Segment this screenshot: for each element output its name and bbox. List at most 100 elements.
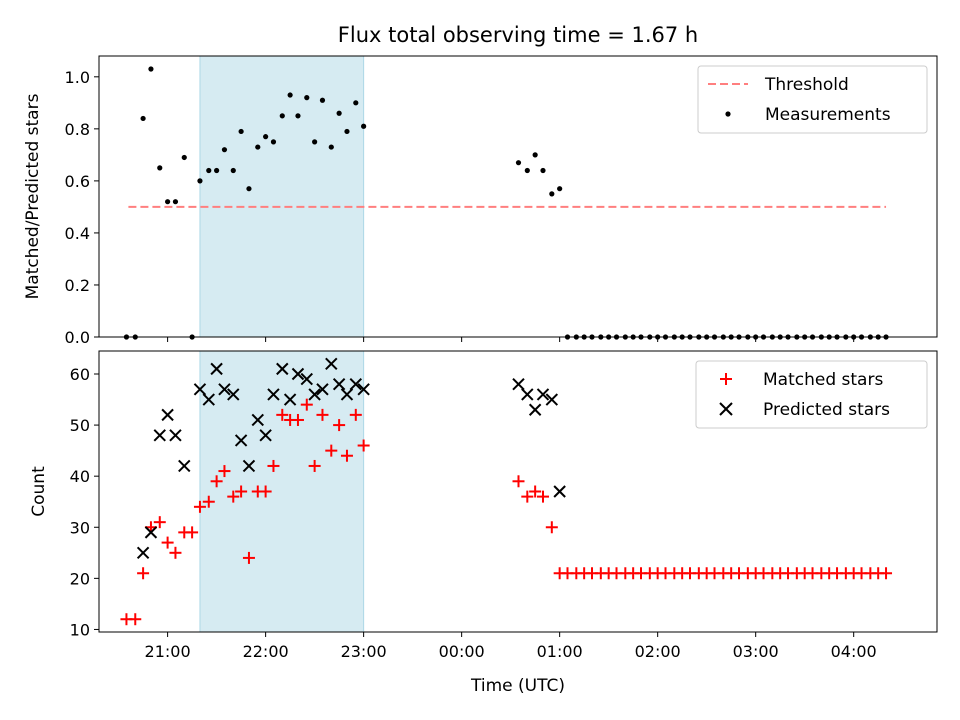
- x-tick-label: 23:00: [341, 642, 387, 661]
- predicted-stars-point: [545, 393, 559, 406]
- predicted-stars-point: [202, 393, 215, 406]
- measurement-point: [221, 147, 228, 153]
- y-ticks-bottom: 10 20 30 40 50 60: [70, 365, 99, 639]
- predicted-stars-point: [161, 408, 174, 422]
- measurement-point: [353, 100, 359, 106]
- legend-bottom: Matched stars Predicted stars: [695, 360, 928, 429]
- x-tick-label: 01:00: [537, 642, 583, 661]
- legend-measurements-label: Measurements: [765, 105, 891, 125]
- panel-ratio: 0.0 0.2 0.4 0.6 0.8 1.0 Matched/Predicted sta…: [23, 55, 938, 347]
- predicted-stars-point: [234, 434, 248, 447]
- shaded-interval-band: [199, 55, 365, 338]
- predicted-stars-point: [178, 459, 191, 473]
- measurement-point: [148, 66, 154, 72]
- legend-measurements-swatch: [725, 111, 731, 117]
- y-tick-label: 0.6: [65, 172, 90, 191]
- matched-stars-point: [300, 398, 313, 411]
- y-tick-label: 60: [70, 365, 90, 384]
- legend-matched-label: Matched stars: [763, 370, 883, 390]
- matched-stars-point: [169, 546, 182, 559]
- measurement-point: [279, 113, 285, 119]
- shaded-interval: [199, 55, 365, 338]
- count-marks: [120, 357, 893, 626]
- measurement-point: [270, 139, 277, 145]
- matched-stars-point: [137, 567, 150, 580]
- measurement-point: [295, 113, 301, 119]
- matched-stars-point: [276, 408, 289, 421]
- matched-stars-point: [267, 459, 280, 472]
- shaded-interval: [199, 350, 365, 633]
- x-tick-label: 22:00: [243, 642, 289, 661]
- predicted-stars-point: [276, 362, 289, 376]
- matched-stars-point: [512, 475, 525, 488]
- measurement-point: [328, 144, 334, 150]
- x-tick-label: 21:00: [145, 642, 191, 661]
- measurement-point: [157, 165, 163, 171]
- measurement-point: [230, 167, 236, 174]
- y-axis-label-top: Matched/Predicted stars: [23, 93, 43, 299]
- measurement-point: [287, 92, 293, 98]
- x-ticks-top: [167, 337, 855, 342]
- measurement-point: [165, 199, 171, 205]
- measurement-point: [181, 154, 187, 161]
- measurement-point: [238, 128, 244, 135]
- shaded-interval-band: [199, 350, 365, 633]
- measurement-point: [549, 191, 555, 197]
- predicted-stars-point: [283, 393, 297, 406]
- matched-stars-point: [210, 475, 223, 488]
- measurement-point: [172, 199, 179, 205]
- matched-stars-point: [235, 485, 248, 498]
- predicted-stars-point: [153, 429, 166, 442]
- chart-title: Flux total observing time = 1.67 h: [338, 23, 698, 47]
- measurement-point: [255, 144, 261, 150]
- x-tick-label: 04:00: [831, 642, 877, 661]
- x-tick-label: 03:00: [733, 642, 779, 661]
- measurement-point: [206, 167, 212, 174]
- y-tick-label: 0.4: [65, 224, 90, 243]
- predicted-stars-point: [300, 372, 313, 386]
- measurement-point: [344, 128, 350, 135]
- predicted-stars-point: [332, 378, 346, 391]
- measurement-point: [304, 95, 310, 101]
- predicted-stars-point: [210, 362, 223, 376]
- x-ticks-bottom: 21:00 22:00 23:00 00:00 01:00 02:00 03:00 04:00: [145, 632, 877, 661]
- predicted-stars-point: [169, 429, 182, 442]
- predicted-stars-point: [512, 378, 525, 391]
- predicted-stars-point: [357, 383, 370, 396]
- y-tick-label: 30: [70, 518, 90, 537]
- predicted-stars-point: [193, 383, 207, 396]
- predicted-stars-point: [227, 388, 240, 401]
- matched-stars-point: [129, 613, 142, 626]
- measurement-point: [263, 134, 269, 140]
- matched-stars-point: [340, 449, 353, 462]
- predicted-stars-point: [218, 383, 231, 396]
- legend-predicted-label: Predicted stars: [763, 400, 890, 420]
- x-axis-label: Time (UTC): [470, 676, 565, 696]
- matched-stars-point: [316, 408, 329, 421]
- matched-stars-point: [529, 485, 542, 498]
- matched-stars-point: [259, 485, 272, 498]
- predicted-stars-point: [528, 403, 542, 416]
- measurement-point: [557, 186, 563, 192]
- measurement-point: [140, 115, 146, 122]
- predicted-stars-point: [349, 378, 362, 391]
- predicted-stars-point: [144, 526, 158, 539]
- matched-stars-point: [357, 439, 370, 452]
- measurement-point: [246, 186, 252, 192]
- measurement-point: [214, 167, 220, 174]
- predicted-stars-point: [521, 388, 534, 401]
- x-tick-label: 02:00: [635, 642, 681, 661]
- y-tick-label: 20: [70, 569, 90, 588]
- y-tick-label: 0.0: [65, 328, 90, 347]
- ratio-marks: [123, 66, 889, 340]
- matched-stars-point: [545, 521, 558, 534]
- matched-stars-point: [880, 567, 893, 580]
- axes-frame-top: [98, 55, 938, 338]
- predicted-stars-point: [251, 413, 264, 427]
- predicted-stars-point: [316, 383, 329, 396]
- measurement-point: [524, 167, 530, 174]
- legend-frame-top: [697, 65, 928, 134]
- predicted-stars-point: [291, 367, 305, 381]
- predicted-stars-point: [553, 485, 566, 498]
